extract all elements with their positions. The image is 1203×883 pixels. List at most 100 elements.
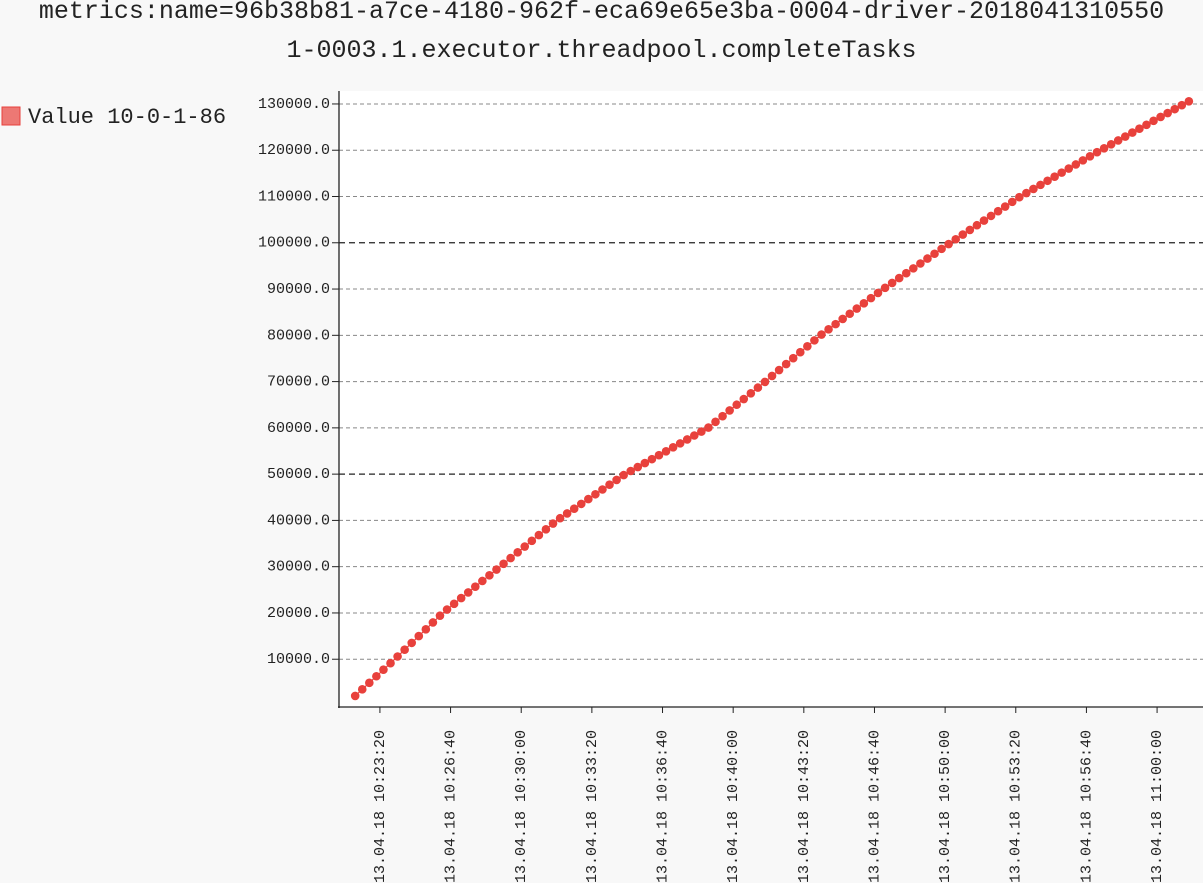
y-tick-label: 20000.0 (267, 605, 330, 622)
x-tick-label: 13.04.18 10:40:00 (725, 730, 742, 883)
point (901, 268, 911, 278)
point (873, 288, 883, 298)
point (810, 336, 819, 345)
point (845, 309, 855, 319)
y-tick-label: 130000.0 (258, 96, 330, 113)
x-tick-label: 13.04.18 10:56:40 (1078, 730, 1095, 883)
point (485, 570, 494, 580)
point (1156, 112, 1165, 122)
point (442, 605, 452, 614)
point (407, 638, 417, 648)
point (788, 353, 798, 363)
point (1177, 100, 1187, 110)
point (619, 470, 628, 480)
point (591, 489, 600, 499)
legend-label: Value 10-0-1-86 (28, 105, 226, 130)
point (1142, 120, 1151, 130)
point (612, 475, 621, 485)
point (795, 347, 805, 357)
point (1029, 184, 1038, 194)
point (365, 678, 374, 688)
point (781, 359, 791, 369)
point (400, 645, 409, 654)
point (746, 388, 756, 398)
point (548, 519, 558, 528)
point (760, 377, 770, 387)
point (470, 582, 480, 591)
point (1050, 172, 1059, 181)
point (421, 624, 431, 634)
x-tick-label: 13.04.18 10:23:20 (372, 730, 389, 883)
x-tick-label: 13.04.18 10:26:40 (443, 730, 460, 883)
point (1064, 164, 1074, 173)
point (541, 525, 551, 534)
point (605, 480, 614, 489)
point (668, 443, 678, 452)
point (923, 254, 932, 263)
point (414, 631, 424, 641)
point (958, 230, 968, 239)
y-tick-label: 90000.0 (267, 281, 330, 298)
point (697, 427, 706, 436)
point (690, 431, 699, 440)
point (831, 319, 840, 329)
point (704, 423, 713, 432)
point (937, 244, 946, 254)
point (944, 239, 953, 249)
point (817, 330, 826, 339)
y-tick-label: 60000.0 (267, 420, 330, 437)
point (859, 299, 869, 308)
point (930, 249, 939, 259)
point (866, 293, 876, 303)
point (654, 450, 664, 460)
point (1163, 108, 1172, 118)
y-tick-label: 120000.0 (258, 142, 330, 159)
legend-swatch (1, 106, 21, 126)
point (1036, 180, 1045, 190)
point (732, 400, 742, 410)
point (1015, 192, 1024, 202)
point (456, 593, 466, 603)
series (350, 96, 1194, 701)
point (1092, 147, 1102, 157)
point (1057, 168, 1066, 177)
point (492, 565, 501, 574)
x-tick-label: 13.04.18 10:30:00 (513, 730, 530, 883)
point (725, 406, 734, 415)
point (598, 485, 607, 494)
point (1170, 104, 1180, 114)
point (478, 576, 487, 586)
y-tick-label: 10000.0 (267, 651, 330, 668)
point (640, 458, 650, 468)
point (1120, 132, 1130, 141)
point (562, 509, 572, 518)
point (894, 273, 904, 283)
y-tick-label: 80000.0 (267, 327, 330, 344)
point (1000, 202, 1010, 211)
y-tick-label: 50000.0 (267, 466, 330, 483)
point (449, 599, 459, 609)
point (428, 618, 438, 627)
point (520, 542, 530, 551)
point (379, 665, 388, 674)
point (803, 341, 812, 351)
y-tick-label: 100000.0 (258, 235, 330, 252)
point (993, 206, 1003, 216)
point (852, 304, 862, 313)
point (555, 513, 565, 523)
point (951, 234, 961, 244)
x-tick-label: 13.04.18 10:36:40 (654, 730, 671, 883)
point (513, 547, 522, 557)
point (435, 611, 445, 620)
point (576, 499, 586, 509)
point (372, 671, 381, 681)
y-tick-label: 40000.0 (267, 512, 330, 529)
point (824, 325, 833, 334)
point (1128, 128, 1137, 137)
y-tick-label: 70000.0 (267, 374, 330, 391)
x-tick-label: 13.04.18 10:50:00 (937, 730, 954, 883)
point (909, 264, 918, 273)
point (499, 559, 508, 569)
point (647, 454, 657, 464)
